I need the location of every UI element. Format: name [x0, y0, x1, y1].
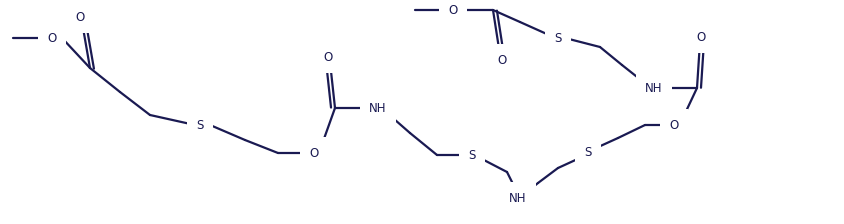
Text: S: S	[583, 146, 591, 159]
Text: O: O	[448, 4, 457, 17]
Text: S: S	[196, 118, 203, 131]
Text: O: O	[309, 146, 318, 159]
Text: NH: NH	[509, 192, 526, 205]
Text: NH: NH	[369, 101, 387, 114]
Text: S: S	[468, 149, 475, 162]
Text: O: O	[668, 118, 678, 131]
Text: O: O	[47, 32, 57, 45]
Text: NH: NH	[645, 82, 662, 95]
Text: O: O	[75, 11, 84, 24]
Text: O: O	[695, 30, 705, 43]
Text: O: O	[323, 50, 333, 63]
Text: O: O	[497, 54, 506, 67]
Text: S: S	[554, 32, 561, 45]
